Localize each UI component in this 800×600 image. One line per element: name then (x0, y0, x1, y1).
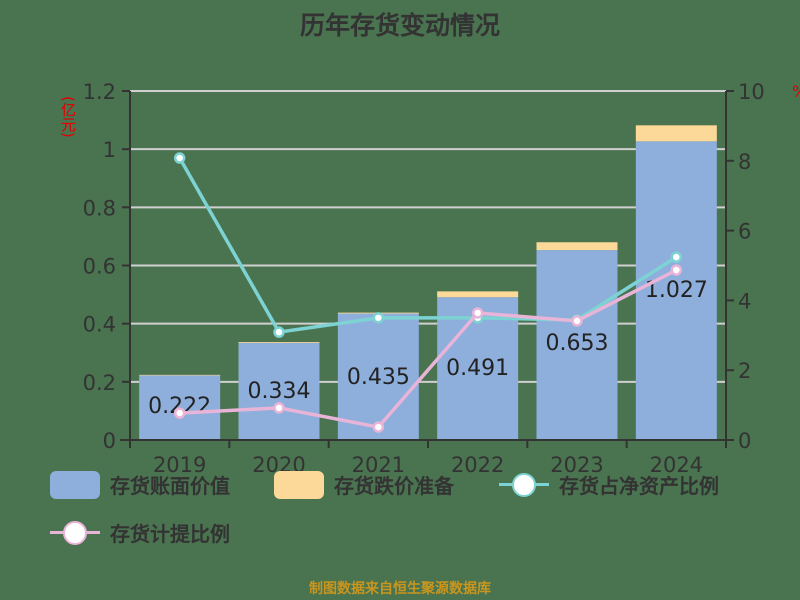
legend-item-provision-ratio[interactable]: 存货计提比例 (50, 518, 230, 547)
legend-item-ratio-net-assets[interactable]: 存货占净资产比例 (499, 470, 719, 499)
right-tick-label: 8 (738, 150, 751, 174)
right-axis-unit: % (792, 82, 800, 101)
bar-impairment (536, 242, 618, 251)
left-tick-label: 0.6 (83, 255, 116, 279)
provision-ratio-marker (372, 421, 385, 433)
left-tick-label: 1 (103, 138, 116, 162)
bar-book-value (536, 250, 618, 440)
x-tick-label: 2022 (451, 453, 504, 477)
x-tick-label: 2023 (550, 453, 603, 477)
bar-value-label: 0.653 (546, 331, 609, 356)
legend-label: 存货计提比例 (110, 522, 230, 546)
right-tick-label: 4 (738, 289, 751, 313)
bar-impairment (139, 374, 221, 376)
left-tick-label: 0.2 (83, 371, 116, 395)
right-tick-label: 0 (738, 429, 751, 453)
provision-ratio-marker (670, 264, 683, 276)
ratio-net-assets-marker (273, 326, 285, 338)
line-marker-icon (50, 519, 100, 547)
right-tick-label: 6 (738, 220, 751, 244)
left-axis-unit: (亿元) (59, 96, 77, 138)
right-tick-label: 10 (738, 80, 765, 104)
bar-value-label: 0.334 (248, 379, 311, 404)
provision-ratio-marker (173, 407, 186, 419)
left-tick-label: 0.8 (83, 196, 116, 220)
provision-ratio-line (179, 268, 678, 429)
x-tick-label: 2021 (352, 453, 405, 477)
left-tick-label: 0 (103, 429, 116, 453)
x-tick-label: 2019 (153, 453, 206, 477)
bar-swatch-icon (274, 470, 324, 499)
bar-impairment (635, 125, 717, 142)
legend-label: 存货跌价准备 (334, 474, 454, 498)
line-marker-icon (499, 471, 549, 499)
bar-swatch-icon (50, 470, 100, 499)
bar-book-value (635, 141, 717, 441)
x-tick-label: 2024 (650, 453, 703, 477)
bar-book-value (337, 313, 419, 440)
bar-value-label: 0.491 (446, 356, 509, 381)
provision-ratio-marker (471, 307, 484, 319)
provision-ratio-marker (571, 315, 583, 327)
bar-impairment (238, 341, 320, 343)
legend-label: 存货占净资产比例 (559, 474, 719, 498)
ratio-net-assets-line (178, 157, 678, 335)
left-tick-label: 1.2 (83, 80, 116, 104)
legend-item-book-value[interactable]: 存货账面价值 (50, 470, 230, 499)
bar-book-value (238, 342, 320, 440)
data-source-note: 制图数据来自恒生聚源数据库 (309, 581, 491, 597)
legend-label: 存货账面价值 (110, 474, 230, 498)
provision-ratio-marker (273, 402, 285, 414)
ratio-net-assets-marker (173, 152, 186, 164)
right-tick-label: 2 (738, 359, 751, 383)
ratio-net-assets-marker (372, 312, 385, 324)
chart-title: 历年存货变动情况 (299, 11, 500, 40)
legend-item-impairment[interactable]: 存货跌价准备 (274, 470, 454, 499)
bar-impairment (437, 291, 519, 298)
ratio-net-assets-marker (670, 251, 683, 263)
bar-value-label: 0.435 (347, 365, 410, 390)
left-tick-label: 0.4 (83, 313, 116, 337)
